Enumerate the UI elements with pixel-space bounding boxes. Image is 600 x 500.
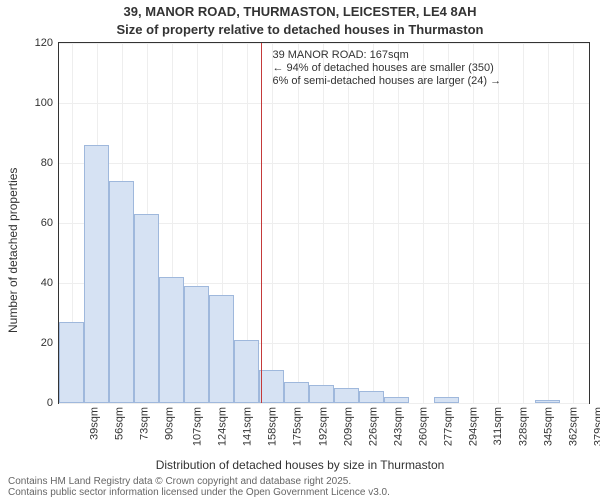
x-tick-label: 294sqm xyxy=(467,407,479,446)
histogram-bar xyxy=(184,286,209,403)
x-tick-label: 328sqm xyxy=(517,407,529,446)
gridline-vertical xyxy=(272,43,273,403)
histogram-bar xyxy=(309,385,334,403)
y-tick-label: 0 xyxy=(47,397,53,409)
x-tick-label: 56sqm xyxy=(114,407,126,440)
x-tick-label: 39sqm xyxy=(89,407,101,440)
gridline-vertical xyxy=(573,43,574,403)
gridline-vertical xyxy=(398,43,399,403)
x-tick-label: 90sqm xyxy=(164,407,176,440)
y-tick-label: 100 xyxy=(35,97,53,109)
gridline-horizontal xyxy=(59,163,589,164)
gridline-vertical xyxy=(448,43,449,403)
y-tick-label: 120 xyxy=(35,37,53,49)
histogram-bar xyxy=(259,370,284,403)
annotation-line: ← 94% of detached houses are smaller (35… xyxy=(272,62,501,75)
annotation-box: 39 MANOR ROAD: 167sqm← 94% of detached h… xyxy=(272,49,501,89)
reference-line xyxy=(261,43,262,403)
histogram-bar xyxy=(234,340,259,403)
gridline-vertical xyxy=(498,43,499,403)
x-tick-label: 209sqm xyxy=(342,407,354,446)
chart-title-sub: Size of property relative to detached ho… xyxy=(0,22,600,37)
gridline-vertical xyxy=(473,43,474,403)
x-tick-label: 192sqm xyxy=(317,407,329,446)
gridline-horizontal xyxy=(59,43,589,44)
y-tick-label: 80 xyxy=(41,157,53,169)
x-tick-label: 158sqm xyxy=(267,407,279,446)
histogram-bar xyxy=(84,145,109,403)
plot-area: 02040608010012039sqm56sqm73sqm90sqm107sq… xyxy=(58,42,590,404)
histogram-bar xyxy=(359,391,384,403)
x-tick-label: 345sqm xyxy=(542,407,554,446)
y-axis-label: Number of detached properties xyxy=(6,0,20,500)
histogram-bar xyxy=(535,400,560,403)
gridline-vertical xyxy=(548,43,549,403)
y-tick-label: 20 xyxy=(41,337,53,349)
histogram-bar xyxy=(334,388,359,403)
x-tick-label: 124sqm xyxy=(217,407,229,446)
gridline-vertical xyxy=(373,43,374,403)
x-tick-label: 260sqm xyxy=(417,407,429,446)
x-tick-label: 73sqm xyxy=(139,407,151,440)
histogram-bar xyxy=(384,397,409,403)
gridline-horizontal xyxy=(59,103,589,104)
x-tick-label: 362sqm xyxy=(567,407,579,446)
histogram-bar xyxy=(134,214,159,403)
annotation-line: 39 MANOR ROAD: 167sqm xyxy=(272,49,501,62)
histogram-bar xyxy=(159,277,184,403)
x-axis-label: Distribution of detached houses by size … xyxy=(0,458,600,472)
histogram-bar xyxy=(109,181,134,403)
x-tick-label: 277sqm xyxy=(442,407,454,446)
histogram-bar xyxy=(209,295,234,403)
x-tick-label: 311sqm xyxy=(492,407,504,445)
chart-title-main: 39, MANOR ROAD, THURMASTON, LEICESTER, L… xyxy=(0,4,600,19)
y-tick-label: 60 xyxy=(41,217,53,229)
histogram-bar xyxy=(59,322,84,403)
gridline-horizontal xyxy=(59,403,589,404)
gridline-vertical xyxy=(523,43,524,403)
gridline-vertical xyxy=(423,43,424,403)
x-tick-label: 141sqm xyxy=(242,407,254,446)
y-tick-label: 40 xyxy=(41,277,53,289)
x-tick-label: 226sqm xyxy=(367,407,379,446)
annotation-line: 6% of semi-detached houses are larger (2… xyxy=(272,75,501,88)
gridline-vertical xyxy=(348,43,349,403)
gridline-vertical xyxy=(298,43,299,403)
gridline-vertical xyxy=(323,43,324,403)
footer-attribution: Contains HM Land Registry data © Crown c… xyxy=(8,476,592,498)
histogram-bar xyxy=(284,382,309,403)
histogram-bar xyxy=(434,397,459,403)
footer-line-1: Contains HM Land Registry data © Crown c… xyxy=(8,476,592,487)
x-tick-label: 107sqm xyxy=(192,407,204,446)
x-tick-label: 175sqm xyxy=(292,407,304,446)
footer-line-2: Contains public sector information licen… xyxy=(8,487,592,498)
x-tick-label: 379sqm xyxy=(592,407,600,446)
x-tick-label: 243sqm xyxy=(392,407,404,446)
